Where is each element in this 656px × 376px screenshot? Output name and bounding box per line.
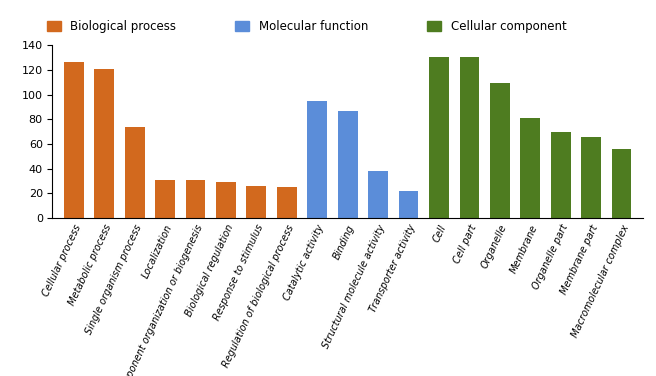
Bar — [338, 111, 358, 218]
Bar — [186, 180, 205, 218]
Legend: Biological process, Molecular function, Cellular component: Biological process, Molecular function, … — [47, 20, 567, 33]
Bar — [490, 83, 510, 218]
Bar — [551, 132, 571, 218]
Bar — [581, 136, 601, 218]
Bar — [64, 62, 84, 218]
Bar — [308, 101, 327, 218]
Bar — [459, 58, 480, 218]
Bar — [247, 186, 266, 218]
Bar — [368, 171, 388, 218]
Bar — [155, 180, 175, 218]
Bar — [429, 58, 449, 218]
Bar — [520, 118, 540, 218]
Bar — [125, 127, 144, 218]
Bar — [611, 149, 632, 218]
Bar — [94, 68, 114, 218]
Bar — [399, 191, 419, 218]
Bar — [277, 187, 297, 218]
Bar — [216, 182, 236, 218]
